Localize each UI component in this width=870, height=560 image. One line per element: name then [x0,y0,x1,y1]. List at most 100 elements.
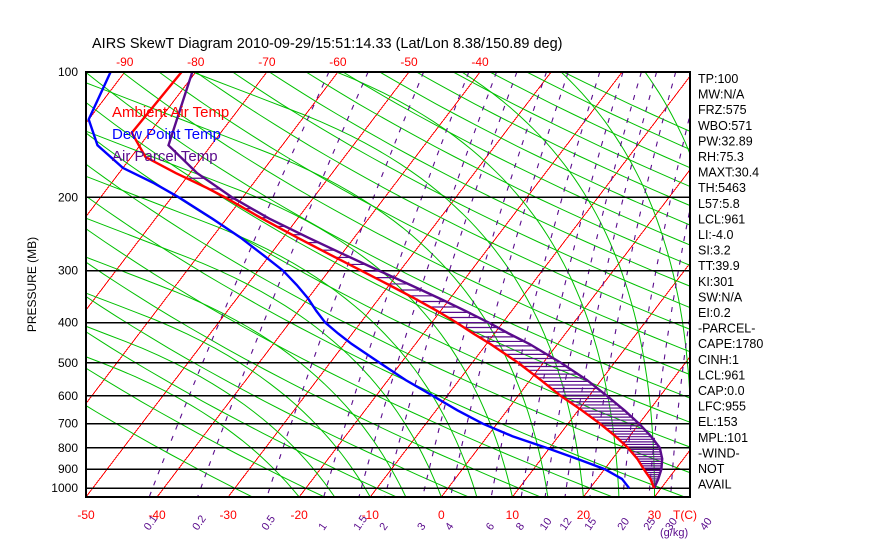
bottom-temp-tick: -30 [219,508,237,522]
dry-adiabat-line [305,72,690,266]
bottom-temp-tick: 20 [577,508,591,522]
mixing-ratio-tick: 0.5 [260,513,279,532]
mixing-ratio-line [490,72,601,497]
legend-item-2: Air Parcel Temp [112,148,218,165]
moist-adiabat-line [192,72,584,497]
pressure-tick: 900 [58,462,78,476]
isotherm-line [511,262,690,497]
index-0: TP:100 [698,72,738,86]
mixing-ratio-line [323,72,470,497]
mixing-ratio-line [589,72,677,497]
legend-item-0: Ambient Air Temp [112,104,229,121]
dry-adiabat-line [342,72,690,246]
isotherm-line [86,72,339,405]
bottom-temp-tick: -50 [77,508,95,522]
moist-adiabat-line [644,72,690,156]
index-14: SW:N/A [698,290,743,304]
mixing-ratio-line [148,72,330,497]
pressure-tick: 1000 [51,481,78,495]
x-axis-title-mix: (g/kg) [660,527,688,539]
pressure-tick: 800 [58,441,78,455]
dry-adiabat-line [86,195,685,497]
dry-adiabat-line [416,72,690,207]
mixing-ratio-tick: 40 [698,516,715,533]
moist-adiabat-line [86,356,300,497]
index-12: TT:39.9 [698,259,740,273]
mixing-ratio-tick: 8 [514,521,527,533]
dry-adiabat-line [86,405,253,497]
mixing-ratio-line [266,72,425,497]
bottom-temp-tick: -10 [362,508,380,522]
mixing-ratio-line [544,72,642,497]
index-17: CAPE:1780 [698,337,763,351]
dry-adiabat-line [121,72,690,376]
dry-adiabat-line [453,72,690,188]
mixing-ratio-tick: 15 [583,516,600,533]
y-axis-title: PRESSURE (MB) [25,237,39,332]
dewpoint-curve [87,72,631,489]
legend-item-1: Dew Point Temp [112,126,221,143]
isotherm-line [797,72,870,497]
moist-adiabat-line [86,130,513,497]
moist-adiabat-line [461,72,655,497]
dry-adiabat-line [232,72,690,309]
pressure-tick: 700 [58,417,78,431]
index-24: -WIND- [698,446,740,460]
mixing-ratio-tick: 6 [484,521,497,533]
index-25: NOT [698,462,725,476]
dry-adiabat-line [86,295,469,497]
mixing-ratio-tick: 3 [415,521,428,533]
mixing-ratio-tick: 2 [377,521,390,533]
isotherm-line [156,72,481,497]
mixing-ratio-tick: 20 [615,516,632,533]
top-temp-tick: -70 [258,55,276,69]
dry-adiabat-line [86,101,690,423]
dry-adiabat-line [86,331,397,497]
plot-grid-area [86,72,870,497]
dry-adiabat-line [86,72,690,399]
mixing-ratio-tick: 10 [538,516,555,533]
bottom-temp-tick: 10 [506,508,520,522]
dry-adiabat-line [86,228,613,497]
pressure-tick: 600 [58,389,78,403]
index-4: PW:32.89 [698,134,753,148]
plot-frame [85,71,691,498]
index-3: WBO:571 [698,119,752,133]
dry-adiabat-line [489,72,690,169]
x-axis-title-temp: T(C) [673,508,697,522]
pressure-tick: 200 [58,190,78,204]
dry-adiabat-line [379,72,690,226]
mixing-ratio-tick: 30 [663,516,680,533]
index-1: MW:N/A [698,88,745,102]
parcel-temp-curve [167,72,664,489]
mixing-ratio-tick: 12 [558,516,575,533]
pressure-tick: 400 [58,316,78,330]
mixing-ratio-tick: 0.2 [190,513,209,532]
index-26: AVAIL [698,478,732,492]
mixing-ratio-tick: 25 [642,516,659,533]
mixing-ratio-line [449,72,569,497]
dry-adiabat-line [195,72,690,330]
index-2: FRZ:575 [698,103,747,117]
dry-adiabat-line [269,72,690,287]
moist-adiabat-line [86,82,549,497]
mixing-ratio-tick: 4 [443,521,456,533]
index-21: LFC:955 [698,400,746,414]
bottom-temp-tick: -20 [291,508,309,522]
index-8: L57:5.8 [698,197,740,211]
page-title: AIRS SkewT Diagram 2010-09-29/15:51:14.3… [92,36,563,52]
index-15: EI:0.2 [698,306,731,320]
index-23: MPL:101 [698,431,748,445]
top-temp-tick: -60 [329,55,347,69]
index-10: LI:-4.0 [698,228,733,242]
pressure-tick: 300 [58,264,78,278]
top-temp-tick: -90 [116,55,134,69]
index-22: EL:153 [698,415,738,429]
bottom-temp-tick: 0 [438,508,445,522]
mixing-ratio-tick: 1 [316,521,329,533]
index-18: CINH:1 [698,353,739,367]
mixing-ratio-line [422,72,548,497]
moist-adiabat-line [86,256,407,497]
